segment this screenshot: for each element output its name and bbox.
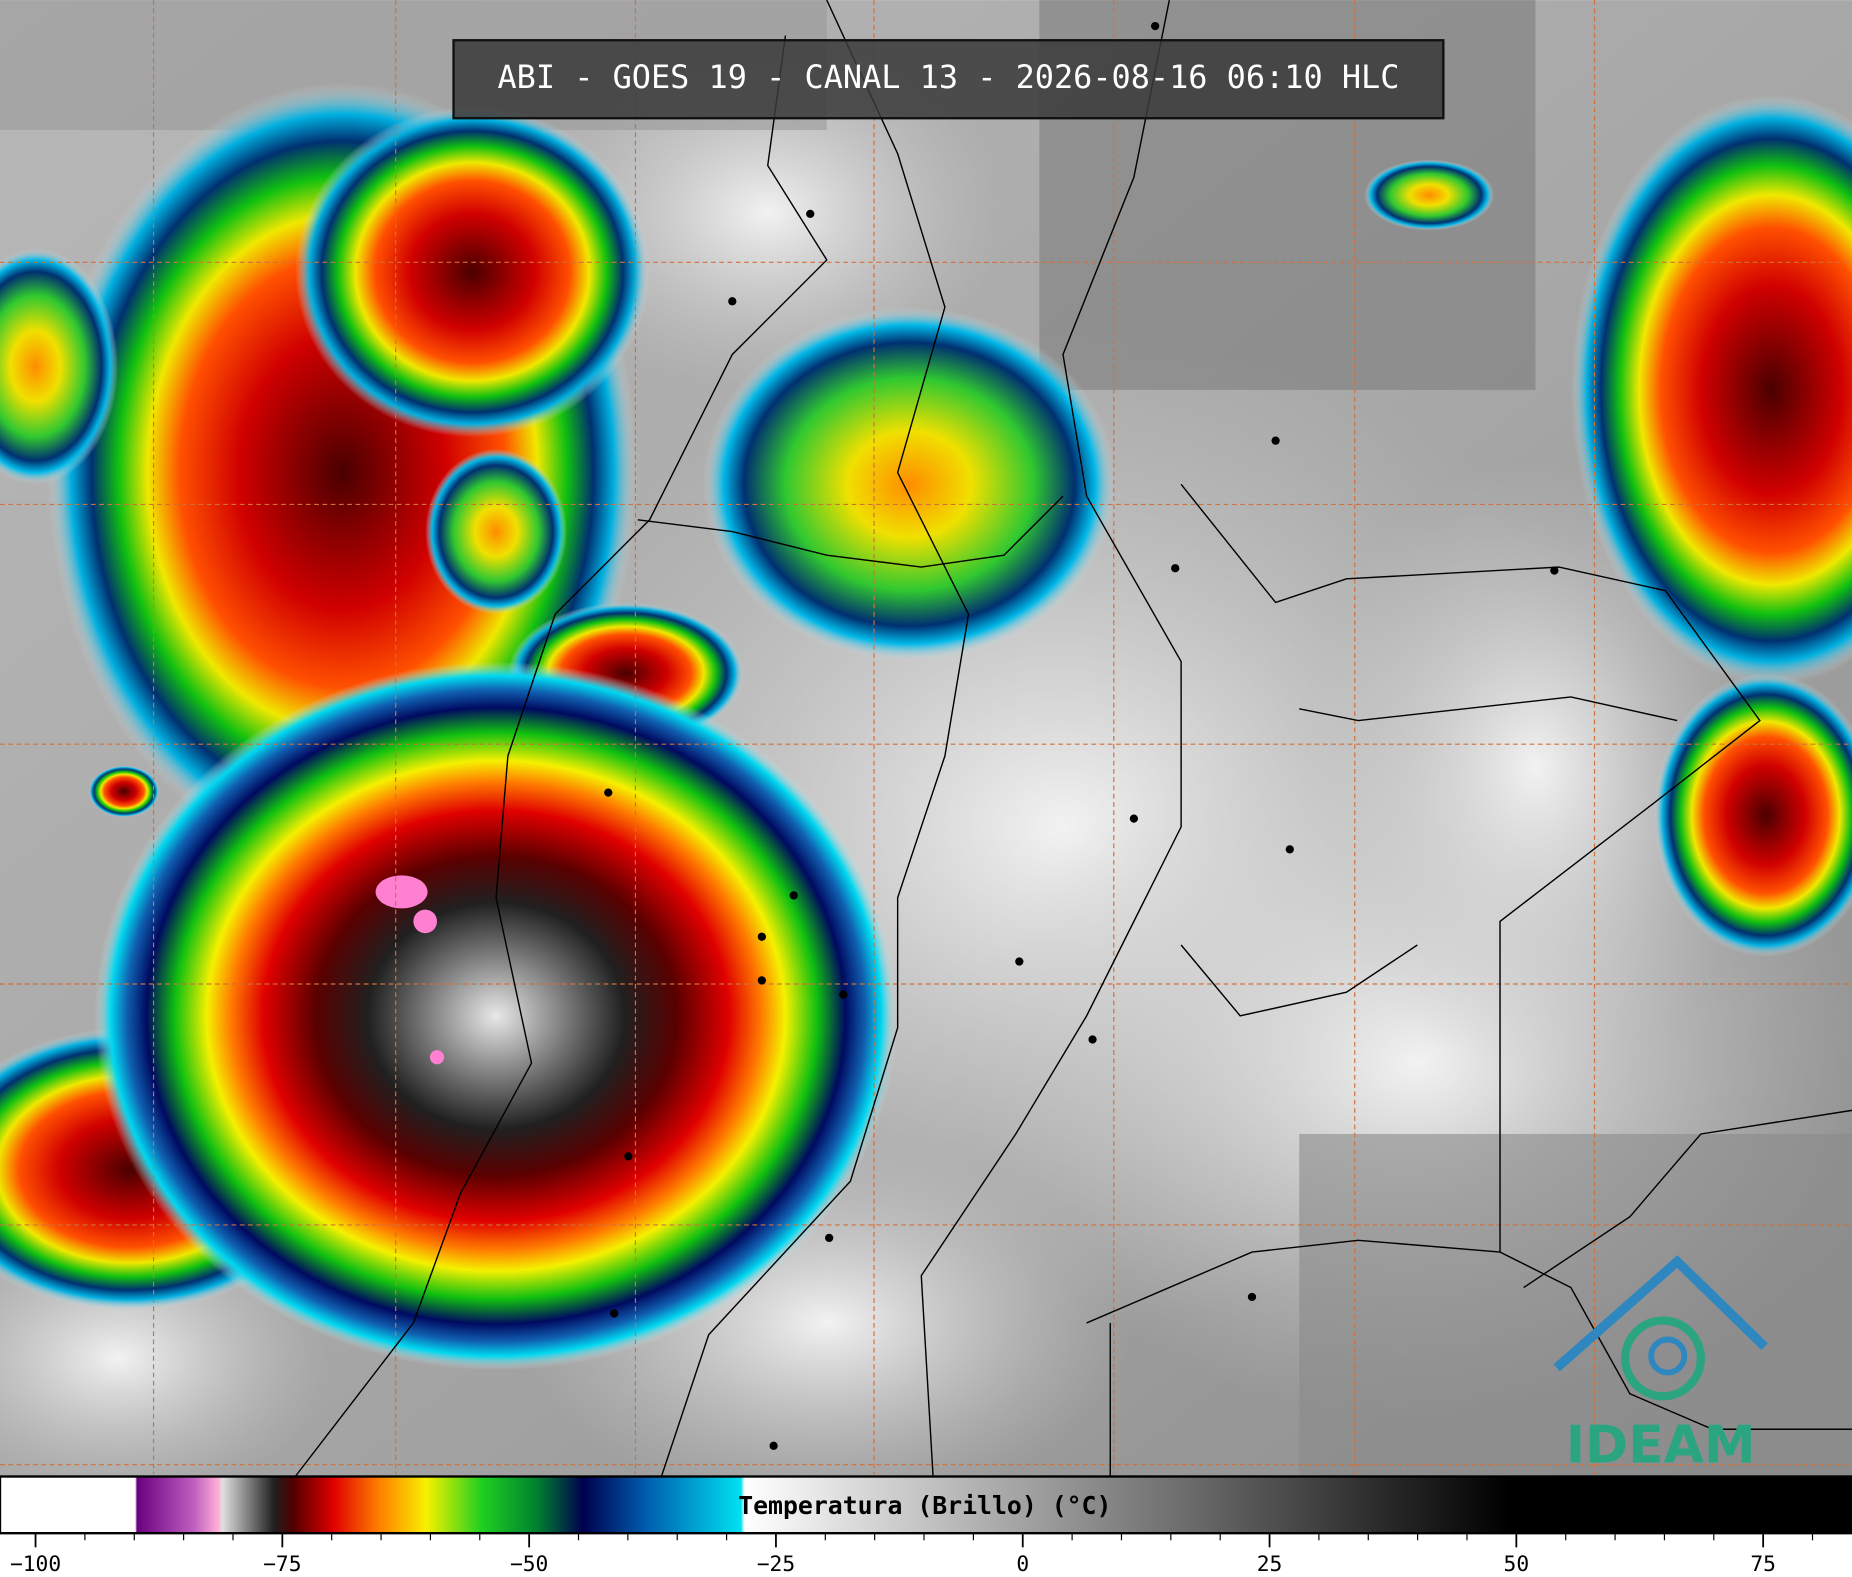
border: [294, 35, 828, 1477]
city-dot: [1151, 21, 1160, 31]
colorbar-label: Temperatura (Brillo) (°C): [738, 1491, 1111, 1520]
border: [660, 0, 970, 1477]
city-dot: [624, 1152, 633, 1161]
city-dot: [757, 976, 766, 985]
cold-core: [375, 875, 428, 909]
tick-label: 50: [1504, 1552, 1530, 1577]
city-dot: [1015, 957, 1024, 966]
city-dot: [806, 209, 815, 219]
cloud-top: [94, 661, 898, 1371]
cloud-top: [702, 307, 1117, 662]
border: [1180, 944, 1418, 1017]
city-dot: [1088, 1035, 1097, 1044]
cities: [604, 21, 1559, 1450]
city-dot: [1550, 566, 1559, 575]
dark-region: [1299, 1133, 1852, 1477]
tick-label: 0: [1016, 1552, 1029, 1577]
tick-label: −75: [263, 1552, 301, 1577]
city-dot: [1247, 1292, 1257, 1302]
colorbar-ticks: −100 −75 −50 −25 0 25 50 75: [10, 1533, 1814, 1577]
cloud-top: [1364, 159, 1495, 231]
cloud-top: [425, 448, 567, 615]
city-dot: [1129, 814, 1139, 823]
border: [1180, 483, 1761, 1253]
tick-label: 75: [1750, 1552, 1776, 1577]
tick-label: −25: [757, 1552, 795, 1577]
border: [920, 0, 1182, 1477]
title-box: [452, 39, 1445, 120]
cold-core: [413, 909, 438, 934]
border: [1523, 1109, 1852, 1289]
city-dot: [757, 932, 766, 941]
cloud-top: [0, 248, 119, 485]
tick-label: 25: [1257, 1552, 1283, 1577]
cloud-top: [295, 106, 650, 438]
logo-text: IDEAM: [1566, 1415, 1756, 1475]
cloud-top: [1570, 94, 1852, 686]
logo: IDEAM: [1553, 1255, 1768, 1475]
borders: [294, 0, 1852, 1477]
city-dot: [728, 297, 737, 306]
city-dot: [825, 1233, 834, 1243]
city-dot: [839, 990, 848, 999]
graticule: [0, 0, 1852, 1475]
cloud-top: [88, 765, 160, 818]
logo-roof: [1553, 1255, 1768, 1372]
cold-core: [429, 1050, 445, 1065]
border: [637, 495, 1064, 568]
title: ABI - GOES 19 - CANAL 13 - 2026-08-16 06…: [497, 58, 1399, 96]
logo-swirl: [1621, 1316, 1705, 1401]
city-dot: [610, 1309, 619, 1318]
colorbar: [0, 1475, 1852, 1535]
city-dot: [1285, 845, 1294, 854]
tick-label: −100: [10, 1552, 61, 1577]
cloud-layer: [0, 0, 1852, 1512]
logo-swirl: [1648, 1336, 1688, 1376]
city-dot: [1271, 436, 1280, 445]
tick-label: −50: [510, 1552, 548, 1577]
city-dot: [1171, 564, 1180, 573]
city-dot: [769, 1441, 778, 1450]
border: [1086, 1239, 1852, 1430]
city-dot: [604, 788, 613, 797]
city-dot: [789, 891, 798, 900]
border: [1299, 696, 1678, 722]
